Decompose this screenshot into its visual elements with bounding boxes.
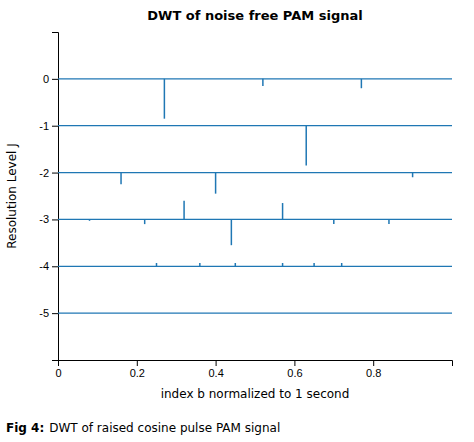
- spike: [333, 219, 335, 224]
- x-tick: 0.8: [366, 360, 381, 379]
- x-tick-mark: [216, 360, 217, 366]
- y-tick-mark: [52, 126, 58, 127]
- plot: 0 0.2 0.4 0.6 0.8 0 -1 -2 -3 -4 -5: [39, 33, 452, 379]
- y-tick: -1: [39, 120, 58, 132]
- title: DWT of noise free PAM signal: [147, 8, 362, 23]
- y-tick-label: 0: [43, 73, 49, 85]
- x-axis-title: index b normalized to 1 second: [161, 387, 350, 401]
- x-tick-label: 0.6: [287, 367, 302, 379]
- caption-text: DWT of raised cosine pulse PAM signal: [49, 421, 280, 435]
- marks: [58, 79, 452, 313]
- y-axis-title: Resolution Level J: [5, 143, 19, 249]
- y-tick-mark: [52, 313, 58, 314]
- x-tick-mark: [294, 360, 295, 366]
- y-tick-label: -1: [39, 120, 49, 132]
- caption: Fig 4: DWT of raised cosine pulse PAM sig…: [6, 421, 280, 435]
- spike: [215, 173, 217, 194]
- x-tick-mark: [137, 360, 138, 366]
- y-axis-line: [52, 33, 59, 361]
- spike: [120, 173, 122, 185]
- y-tick-label: -4: [39, 260, 49, 272]
- x-tick-label: 0.8: [366, 367, 381, 379]
- spike: [282, 263, 284, 266]
- spike: [305, 126, 307, 166]
- y-tick-mark: [52, 79, 58, 80]
- x-tick: 0.6: [287, 360, 302, 379]
- spike: [388, 219, 390, 224]
- level-line: [58, 172, 452, 173]
- x-tick-label: 0: [55, 367, 61, 379]
- x-axis-line: [59, 361, 453, 367]
- chart: 0 0.2 0.4 0.6 0.8 0 -1 -2 -3 -4 -5 DWT of noise fre…: [0, 0, 474, 442]
- y-tick-mark: [52, 219, 58, 220]
- y-tick-label: -5: [39, 307, 49, 319]
- spike: [144, 219, 146, 224]
- y-tick: 0: [43, 73, 58, 85]
- x-axis: 0 0.2 0.4 0.6 0.8: [55, 360, 452, 379]
- x-tick-mark: [373, 360, 374, 366]
- spike: [313, 263, 315, 266]
- spike: [89, 219, 91, 220]
- spike: [262, 79, 264, 86]
- y-tick: -3: [39, 213, 58, 225]
- spike: [164, 79, 166, 119]
- y-tick-mark: [52, 266, 58, 267]
- caption-bold: Fig 4:: [6, 421, 44, 435]
- y-tick-mark: [52, 173, 58, 174]
- x-tick-label: 0.4: [208, 367, 223, 379]
- level-line: [58, 125, 452, 126]
- level-line: [58, 266, 452, 267]
- y-tick: -4: [39, 260, 58, 272]
- spike: [361, 79, 363, 88]
- spike: [412, 173, 414, 178]
- spike: [282, 203, 284, 219]
- spike: [235, 263, 237, 266]
- x-tick-label: 0.2: [130, 367, 145, 379]
- x-tick: 0: [55, 360, 61, 379]
- level-line: [58, 219, 452, 220]
- y-tick-label: -2: [39, 167, 49, 179]
- spike: [341, 263, 343, 266]
- level-line: [58, 313, 452, 314]
- x-tick: 0.4: [208, 360, 223, 379]
- spike: [183, 201, 185, 220]
- spike: [231, 219, 233, 245]
- spike: [156, 263, 158, 266]
- y-axis: 0 -1 -2 -3 -4 -5: [39, 33, 58, 361]
- spike: [199, 263, 201, 266]
- y-tick: -2: [39, 167, 58, 179]
- x-tick: 0.2: [130, 360, 145, 379]
- y-tick-label: -3: [39, 213, 49, 225]
- level-line: [58, 78, 452, 79]
- y-tick: -5: [39, 307, 58, 319]
